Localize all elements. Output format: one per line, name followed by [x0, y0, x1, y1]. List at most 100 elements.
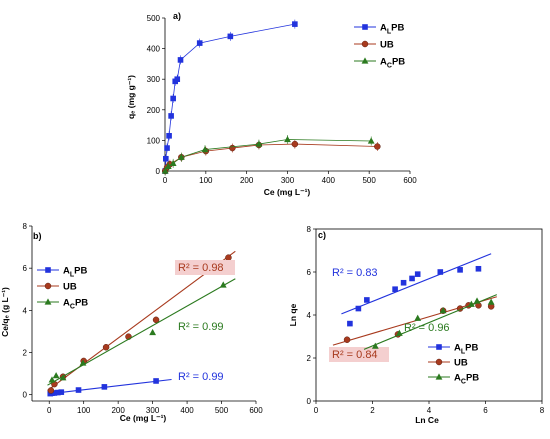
- legend-marker: [45, 267, 51, 273]
- r2-label-0: R² = 0.83: [332, 267, 378, 279]
- legend-marker: [44, 282, 52, 290]
- panel-2: 0 2 4 6 8 0 2 4 6 8 Ln Ce Ln qe c) R² = 0.83 R² = 0.84…: [288, 225, 545, 425]
- series-0: [162, 19, 298, 176]
- data-point: [400, 279, 407, 286]
- legend-label-1: UB: [380, 40, 394, 51]
- x-tick-label-0: 0: [163, 176, 168, 185]
- data-point: [291, 140, 299, 148]
- y-tick-label-4: 8: [307, 225, 312, 234]
- fit-line: [47, 278, 236, 386]
- x-tick-label-3: 300: [281, 176, 295, 185]
- y-tick-label-4: 8: [23, 222, 28, 231]
- data-point: [58, 389, 65, 395]
- data-point: [487, 298, 495, 305]
- data-point: [409, 275, 415, 282]
- series-line: [164, 143, 378, 172]
- r2-label-1: R² = 0.98: [178, 262, 224, 274]
- x-tick-label-1: 2: [370, 406, 375, 415]
- r2-label-1: R² = 0.84: [332, 349, 378, 361]
- data-point: [229, 144, 236, 152]
- legend-marker: [362, 24, 368, 30]
- data-point: [437, 269, 444, 275]
- data-point: [52, 372, 60, 379]
- data-point: [439, 307, 447, 314]
- x-tick-label-6: 600: [249, 406, 263, 415]
- data-point: [149, 328, 157, 336]
- data-point: [102, 343, 110, 351]
- data-point: [457, 267, 463, 273]
- x-tick-label-2: 200: [111, 406, 125, 415]
- data-point: [170, 95, 176, 102]
- panel-label: a): [173, 11, 181, 21]
- x-tick-label-5: 500: [362, 176, 376, 185]
- data-point: [473, 297, 481, 304]
- series-line: [164, 139, 372, 172]
- data-point: [227, 33, 234, 40]
- legend-marker: [361, 40, 369, 48]
- legend-marker: [44, 298, 52, 305]
- data-point: [164, 162, 172, 170]
- fit-line: [363, 294, 498, 350]
- data-point: [79, 359, 87, 366]
- data-point: [392, 286, 398, 292]
- data-point: [48, 376, 56, 383]
- y-tick-label-2: 200: [147, 106, 161, 115]
- data-point: [364, 297, 370, 303]
- x-axis-label: Ce (mg L⁻¹): [264, 187, 311, 197]
- x-tick-label-4: 400: [322, 176, 336, 185]
- data-point: [475, 265, 482, 272]
- data-point: [292, 21, 298, 27]
- r2-label-2: R² = 0.96: [404, 322, 450, 334]
- data-point: [164, 145, 170, 151]
- legend-label-1: UB: [63, 282, 77, 293]
- y-tick-label-1: 2: [307, 354, 312, 363]
- data-point: [347, 320, 353, 327]
- y-tick-label-2: 4: [307, 311, 312, 320]
- plot-frame: [315, 228, 543, 402]
- legend: ALPB UB ACPB: [350, 18, 410, 72]
- data-point: [47, 387, 55, 394]
- r2-highlight: [329, 347, 389, 362]
- x-tick-label-0: 0: [47, 406, 52, 415]
- x-tick-label-3: 300: [146, 406, 160, 415]
- data-point: [59, 374, 67, 381]
- legend-label-2: ACPB: [380, 57, 405, 70]
- legend-label-0: ALPB: [454, 343, 478, 356]
- x-tick-label-4: 400: [180, 406, 194, 415]
- data-point: [168, 113, 174, 119]
- legend-marker: [361, 57, 369, 64]
- r2-label-2: R² = 0.99: [178, 321, 224, 333]
- x-axis-label: Ln Ce: [415, 415, 439, 425]
- data-point: [177, 57, 184, 63]
- data-point: [374, 143, 381, 150]
- y-tick-label-1: 100: [147, 136, 161, 145]
- y-tick-label-0: 0: [156, 167, 161, 176]
- y-tick-label-3: 6: [23, 264, 28, 273]
- x-tick-label-2: 200: [240, 176, 254, 185]
- y-tick-label-0: 0: [23, 391, 28, 400]
- y-tick-label-2: 4: [23, 306, 28, 315]
- data-point: [371, 342, 379, 349]
- data-point: [153, 378, 159, 384]
- panel-0: 0 100 200 300 400 500 600 0 100 200 300 400 500 Ce (m…: [126, 11, 417, 197]
- x-tick-label-6: 600: [403, 176, 417, 185]
- legend-marker: [435, 373, 443, 380]
- x-tick-label-2: 4: [427, 406, 432, 415]
- data-point: [284, 135, 291, 143]
- y-axis-label: Ln qe: [288, 303, 298, 326]
- data-point: [201, 145, 209, 153]
- data-point: [367, 137, 375, 144]
- r2-label-0: R² = 0.99: [178, 371, 224, 383]
- r2-highlight: [175, 260, 235, 275]
- series-0: R² = 0.83: [332, 253, 492, 327]
- legend-label-0: ALPB: [63, 266, 87, 279]
- data-point: [255, 140, 263, 147]
- x-tick-label-1: 100: [199, 176, 213, 185]
- x-tick-label-4: 8: [540, 406, 545, 415]
- fit-line: [341, 253, 492, 315]
- data-point: [414, 314, 422, 321]
- x-axis-label: Ce (mg L⁻¹): [120, 413, 167, 423]
- y-tick-label-3: 300: [147, 75, 161, 84]
- y-tick-label-5: 500: [147, 14, 161, 23]
- panel-1: 0 100 200 300 400 500 600 0 2 4 6 8 Ce (mg L⁻¹) Ce/qₑ…: [0, 222, 263, 423]
